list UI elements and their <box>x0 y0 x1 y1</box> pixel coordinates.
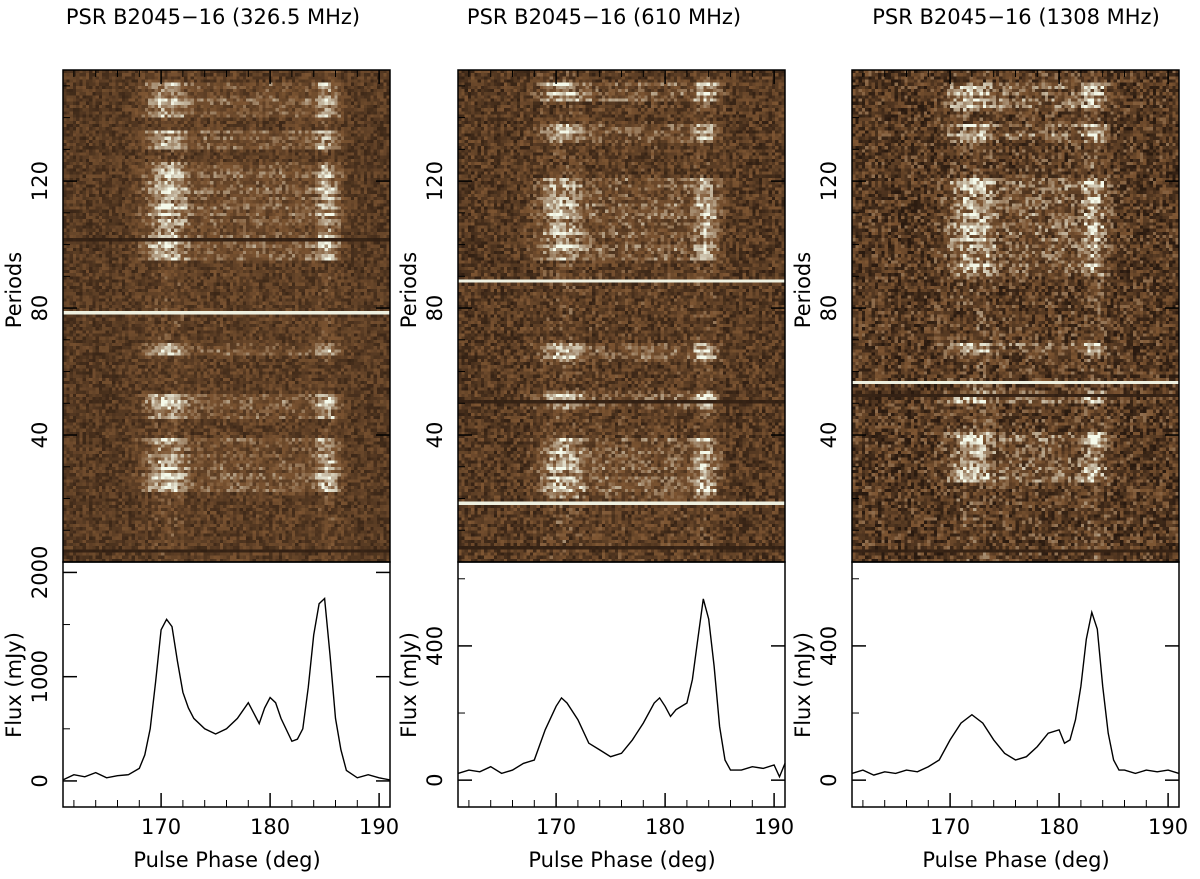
heatmap-ytick-label: 40 <box>817 422 841 449</box>
profile-ylabel: Flux (mJy) <box>791 632 815 738</box>
waterfall-heatmap <box>852 70 1179 562</box>
profile-ytick-label: 0 <box>817 773 841 786</box>
heatmap-image <box>458 70 785 562</box>
heatmap-ylabel: Periods <box>2 252 26 328</box>
profile-xtick-label: 190 <box>754 815 794 839</box>
heatmap-ytick-label: 80 <box>28 295 52 322</box>
profile-line <box>62 597 391 781</box>
pulse-profile: 0 1000 2000 170 180 190 <box>28 546 399 839</box>
profile-ytick-label: 400 <box>423 626 447 666</box>
panel-326-mhz: PSR B2045−16 (326.5 MHz) 40 80 120 Periods… <box>2 5 399 872</box>
profile-xtick-label: 180 <box>1039 815 1079 839</box>
profile-xtick-label: 190 <box>1148 815 1188 839</box>
profile-ytick-label: 2000 <box>28 546 52 599</box>
profile-xtick-label: 170 <box>536 815 576 839</box>
profile-ytick-label: 0 <box>423 773 447 786</box>
profile-xlabel: Pulse Phase (deg) <box>922 848 1109 872</box>
profile-line <box>851 609 1180 776</box>
heatmap-ytick-label: 40 <box>28 422 52 449</box>
heatmap-image <box>852 70 1179 562</box>
heatmap-axes: 40 80 120 <box>423 70 785 563</box>
profile-xtick-label: 170 <box>930 815 970 839</box>
profile-xlabel: Pulse Phase (deg) <box>528 848 715 872</box>
heatmap-ytick-label: 40 <box>423 422 447 449</box>
panel-title: PSR B2045−16 (1308 MHz) <box>872 5 1160 29</box>
waterfall-heatmap <box>458 70 785 562</box>
profile-ytick-label: 400 <box>817 626 841 666</box>
heatmap-axes: 40 80 120 <box>28 70 390 563</box>
profile-ytick-label: 0 <box>28 774 52 787</box>
panel-610-mhz: PSR B2045−16 (610 MHz) 40 80 120 Periods 0… <box>397 5 794 872</box>
profile-ylabel: Flux (mJy) <box>397 632 421 738</box>
panel-title: PSR B2045−16 (326.5 MHz) <box>66 5 360 29</box>
heatmap-axes: 40 80 120 <box>817 70 1179 563</box>
waterfall-heatmap <box>63 70 390 562</box>
heatmap-ytick-label: 80 <box>817 295 841 322</box>
profile-line <box>457 598 786 779</box>
profile-ylabel: Flux (mJy) <box>2 632 26 738</box>
pulse-profile: 0 400 170 180 190 <box>817 578 1188 839</box>
profile-xlabel: Pulse Phase (deg) <box>133 848 320 872</box>
profile-xtick-label: 170 <box>141 815 181 839</box>
panel-title: PSR B2045−16 (610 MHz) <box>467 5 741 29</box>
profile-xtick-label: 180 <box>250 815 290 839</box>
heatmap-ylabel: Periods <box>791 252 815 328</box>
heatmap-ytick-label: 120 <box>817 161 841 201</box>
heatmap-ytick-label: 120 <box>423 161 447 201</box>
heatmap-ytick-label: 80 <box>423 295 447 322</box>
profile-ytick-label: 1000 <box>28 650 52 703</box>
heatmap-ytick-label: 120 <box>28 161 52 201</box>
profile-frame <box>62 561 391 808</box>
heatmap-ylabel: Periods <box>397 252 421 328</box>
profile-frame <box>851 561 1180 808</box>
heatmap-image <box>63 70 390 562</box>
profile-xtick-label: 190 <box>359 815 399 839</box>
profile-xtick-label: 180 <box>645 815 685 839</box>
pulse-profile: 0 400 170 180 190 <box>423 578 794 839</box>
